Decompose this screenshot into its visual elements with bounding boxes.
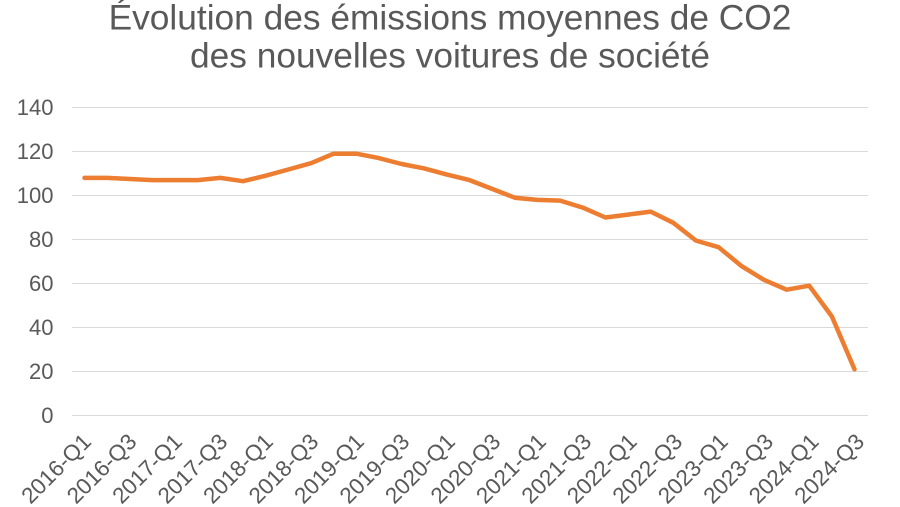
svg-text:140: 140 bbox=[17, 95, 54, 120]
svg-text:80: 80 bbox=[29, 227, 53, 252]
svg-text:20: 20 bbox=[29, 359, 53, 384]
svg-text:60: 60 bbox=[29, 271, 53, 296]
svg-text:des nouvelles voitures de soci: des nouvelles voitures de société bbox=[190, 37, 710, 76]
svg-text:40: 40 bbox=[29, 315, 53, 340]
svg-text:0: 0 bbox=[41, 403, 53, 428]
svg-text:Évolution des émissions moyenn: Évolution des émissions moyennes de CO2 bbox=[109, 0, 792, 38]
svg-text:120: 120 bbox=[17, 139, 54, 164]
svg-text:100: 100 bbox=[17, 183, 54, 208]
